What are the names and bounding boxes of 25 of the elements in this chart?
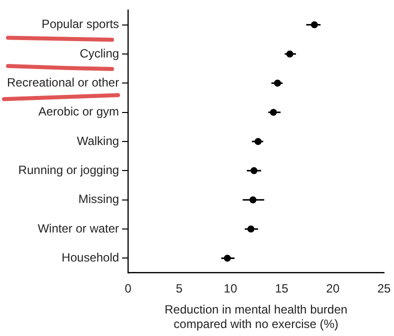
x-tick-label: 25: [377, 281, 391, 296]
y-tick-label: Running or jogging: [18, 162, 120, 177]
x-axis-title: Reduction in mental health burden compared with no exercise (%): [164, 302, 348, 332]
y-tick-label: Aerobic or gym: [38, 104, 120, 119]
y-tick-label: Missing: [78, 192, 120, 206]
y-tick-label: Household: [62, 250, 120, 265]
y-tick-label: Winter or water: [38, 221, 120, 236]
point: [224, 254, 231, 262]
x-tick-label: 10: [224, 281, 238, 296]
point: [274, 80, 282, 87]
point: [249, 196, 256, 204]
y-tick-label: Walking: [76, 134, 120, 148]
y-tick-label: Popular sports: [42, 17, 120, 32]
y-tick-label: Cycling: [80, 46, 120, 60]
point: [254, 138, 262, 145]
point: [270, 108, 277, 116]
point: [310, 21, 318, 28]
x-tick-label: 20: [326, 281, 340, 296]
x-tick-label: 0: [124, 281, 132, 296]
x-tick-label: 5: [176, 281, 183, 296]
point: [250, 167, 258, 174]
point: [286, 50, 294, 58]
point: [247, 226, 254, 233]
y-tick-label: Recreational or other: [7, 75, 120, 90]
x-tick-label: 15: [274, 281, 289, 296]
